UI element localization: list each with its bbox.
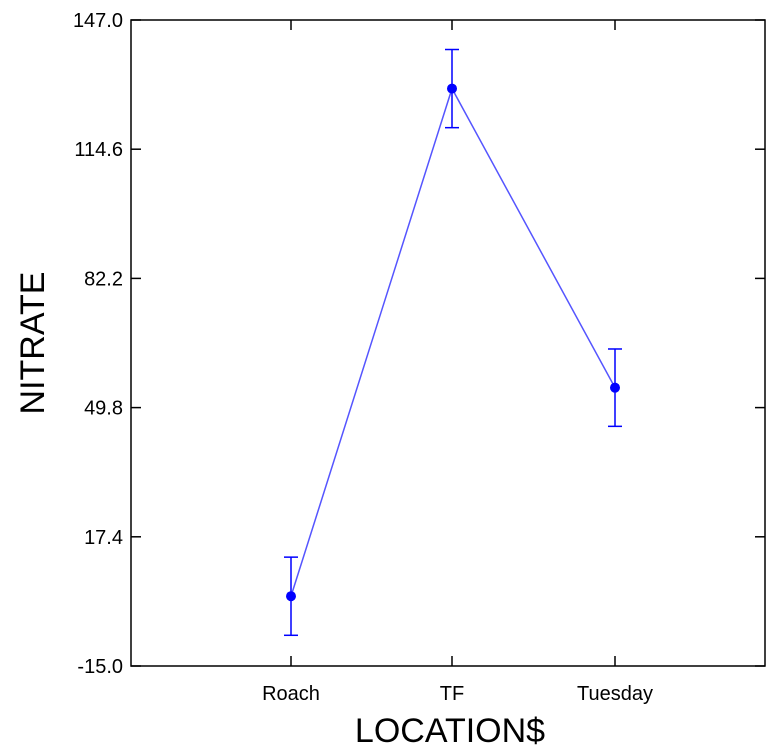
- plot-frame: [130, 19, 766, 667]
- data-point: [286, 591, 296, 602]
- y-tick-label: 49.8: [84, 398, 123, 420]
- y-tick-label: 147.0: [73, 10, 123, 32]
- data-point: [447, 83, 457, 94]
- x-category-label: TF: [440, 683, 464, 705]
- y-tick-label: 17.4: [84, 527, 123, 549]
- x-axis: Roach TF Tuesday: [262, 20, 653, 705]
- y-tick-label: 82.2: [84, 268, 123, 290]
- y-axis: -15.0 17.4 49.8 82.2 114.6 147.0: [73, 10, 765, 678]
- y-tick-label: -15.0: [77, 656, 123, 678]
- data-point: [610, 382, 620, 393]
- y-axis-title: NITRATE: [14, 272, 52, 415]
- series-line: [290, 86, 616, 597]
- x-category-label: Roach: [262, 683, 320, 705]
- series-layer: [284, 48, 622, 637]
- x-category-label: Tuesday: [577, 683, 653, 705]
- y-tick-label: 114.6: [74, 139, 123, 161]
- x-axis-title: LOCATION$: [355, 712, 545, 750]
